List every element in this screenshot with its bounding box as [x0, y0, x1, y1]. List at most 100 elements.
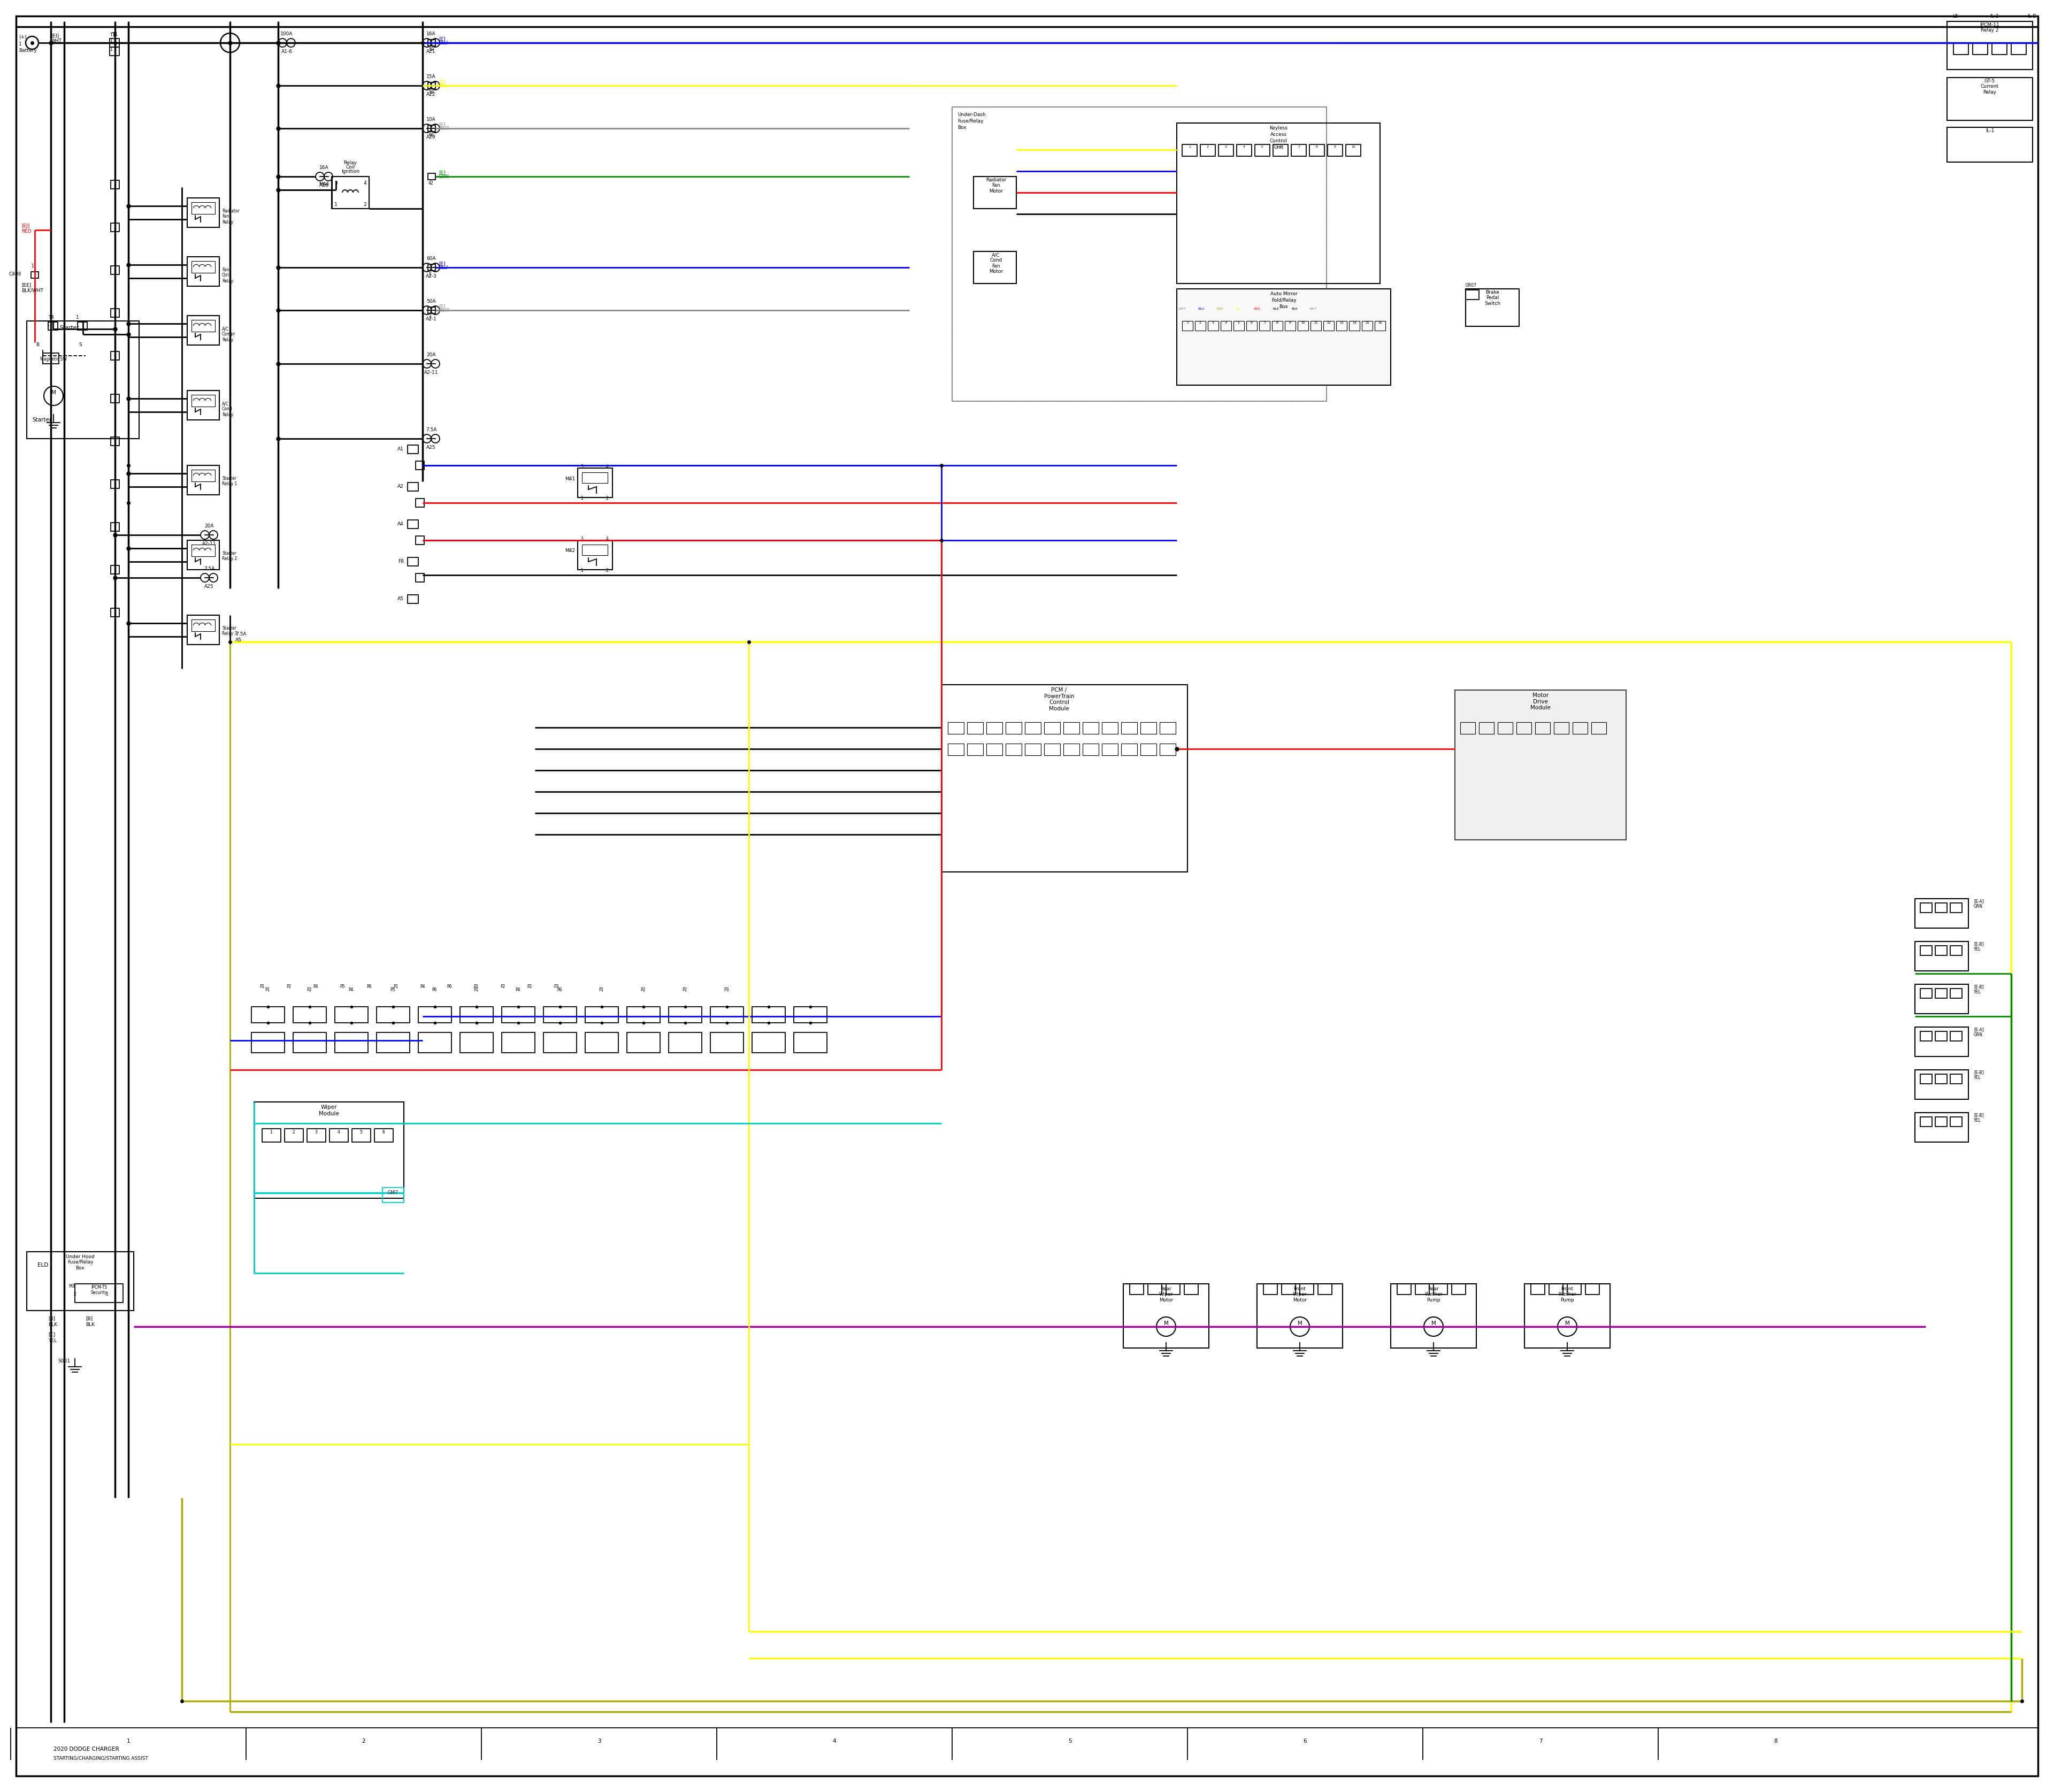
Bar — [1319, 1283, 1331, 1294]
Text: 1: 1 — [31, 263, 33, 269]
Bar — [585, 1007, 618, 1023]
Text: Coil: Coil — [345, 165, 355, 170]
Bar — [941, 685, 1187, 873]
Bar — [374, 1129, 392, 1142]
Bar — [1140, 744, 1156, 754]
Text: PCM /
PowerTrain
Control
Module: PCM / PowerTrain Control Module — [1043, 688, 1074, 711]
Bar — [382, 1188, 405, 1202]
Bar — [1082, 744, 1099, 754]
Text: A2-11: A2-11 — [423, 371, 438, 375]
Bar — [1161, 722, 1175, 735]
Text: P3: P3 — [555, 984, 559, 989]
Text: 4: 4 — [606, 464, 608, 470]
Bar — [793, 1007, 828, 1023]
Text: 9: 9 — [1290, 321, 1292, 324]
Bar — [331, 177, 370, 208]
Text: T1: T1 — [109, 32, 115, 38]
Text: 1: 1 — [1189, 145, 1191, 149]
Bar — [1247, 321, 1257, 330]
Text: BLK: BLK — [47, 1322, 58, 1328]
Text: (+): (+) — [18, 34, 27, 39]
Bar — [187, 466, 220, 495]
Bar — [1949, 1032, 1962, 1041]
Text: 6: 6 — [1251, 321, 1253, 324]
Text: [E]: [E] — [440, 122, 446, 127]
Bar — [111, 523, 119, 530]
Bar — [1914, 1027, 1968, 1057]
Bar — [1259, 321, 1269, 330]
Text: P5: P5 — [339, 984, 345, 989]
Text: IL-B: IL-B — [2027, 14, 2036, 18]
Text: 2: 2 — [606, 496, 608, 500]
Text: P1: P1 — [474, 987, 479, 993]
Text: RED: RED — [1253, 308, 1261, 310]
Text: 7.5A: 7.5A — [236, 633, 246, 636]
Bar — [585, 1032, 618, 1052]
Text: 16: 16 — [1378, 321, 1382, 324]
Text: P2: P2 — [286, 984, 292, 989]
Text: [E-B]
YEL: [E-B] YEL — [1974, 1113, 1984, 1124]
Text: [E-B]
YEL: [E-B] YEL — [1974, 1070, 1984, 1081]
Bar — [1148, 1283, 1163, 1294]
Bar — [1586, 1283, 1600, 1294]
Text: Relay: Relay — [343, 161, 357, 165]
Text: A5: A5 — [236, 638, 242, 643]
Bar — [1947, 22, 2033, 70]
Bar — [1043, 744, 1060, 754]
Bar — [407, 557, 419, 566]
Bar — [376, 1007, 409, 1023]
Bar — [1218, 145, 1234, 156]
Bar — [1935, 1073, 1947, 1084]
Text: Magnetic SW: Magnetic SW — [41, 357, 68, 362]
Bar — [78, 323, 86, 330]
Bar — [1454, 690, 1627, 840]
Bar — [427, 82, 435, 90]
Bar — [427, 174, 435, 179]
Text: 3: 3 — [335, 181, 337, 186]
Text: WHT: WHT — [440, 125, 450, 131]
Bar — [1920, 903, 1933, 912]
Bar — [191, 545, 216, 556]
Bar — [1183, 145, 1197, 156]
Text: A25: A25 — [427, 444, 435, 450]
Text: A2-1: A2-1 — [425, 317, 438, 321]
Bar — [1282, 1283, 1296, 1294]
Text: [E]: [E] — [440, 170, 446, 176]
Text: Starter
Relay 1: Starter Relay 1 — [222, 477, 236, 486]
Text: C467: C467 — [388, 1190, 398, 1195]
Bar — [544, 1032, 577, 1052]
Text: B: B — [35, 342, 39, 348]
Bar — [1208, 321, 1218, 330]
Text: Battery: Battery — [18, 48, 37, 54]
Text: 6: 6 — [1280, 145, 1282, 149]
Bar — [294, 1032, 327, 1052]
Text: 2: 2 — [364, 202, 366, 208]
Text: Under-Dash: Under-Dash — [957, 113, 986, 116]
Bar — [1271, 321, 1282, 330]
Bar — [111, 351, 119, 360]
Bar — [255, 1102, 405, 1199]
Text: P4: P4 — [419, 984, 425, 989]
Bar — [581, 473, 608, 484]
Bar — [1914, 941, 1968, 971]
Bar — [1183, 321, 1193, 330]
Bar — [974, 177, 1017, 208]
Text: Starter
Relay 2: Starter Relay 2 — [222, 550, 236, 561]
Bar — [1200, 145, 1216, 156]
Text: P1: P1 — [392, 984, 398, 989]
Bar — [1920, 1116, 1933, 1127]
Bar — [1920, 1032, 1933, 1041]
Bar — [1391, 1283, 1477, 1348]
Text: A1-6: A1-6 — [281, 48, 292, 54]
Bar — [460, 1007, 493, 1023]
Text: 10A: 10A — [427, 116, 435, 122]
Bar — [111, 480, 119, 489]
Text: [EE]: [EE] — [21, 283, 31, 287]
Bar — [1914, 898, 1968, 928]
Text: 1: 1 — [105, 1292, 109, 1297]
Text: Starter
Relay 3: Starter Relay 3 — [222, 625, 236, 636]
Text: GRN: GRN — [440, 174, 450, 179]
Text: 16A: 16A — [320, 165, 329, 170]
Bar — [1935, 1032, 1947, 1041]
Text: 50A: 50A — [427, 299, 435, 305]
